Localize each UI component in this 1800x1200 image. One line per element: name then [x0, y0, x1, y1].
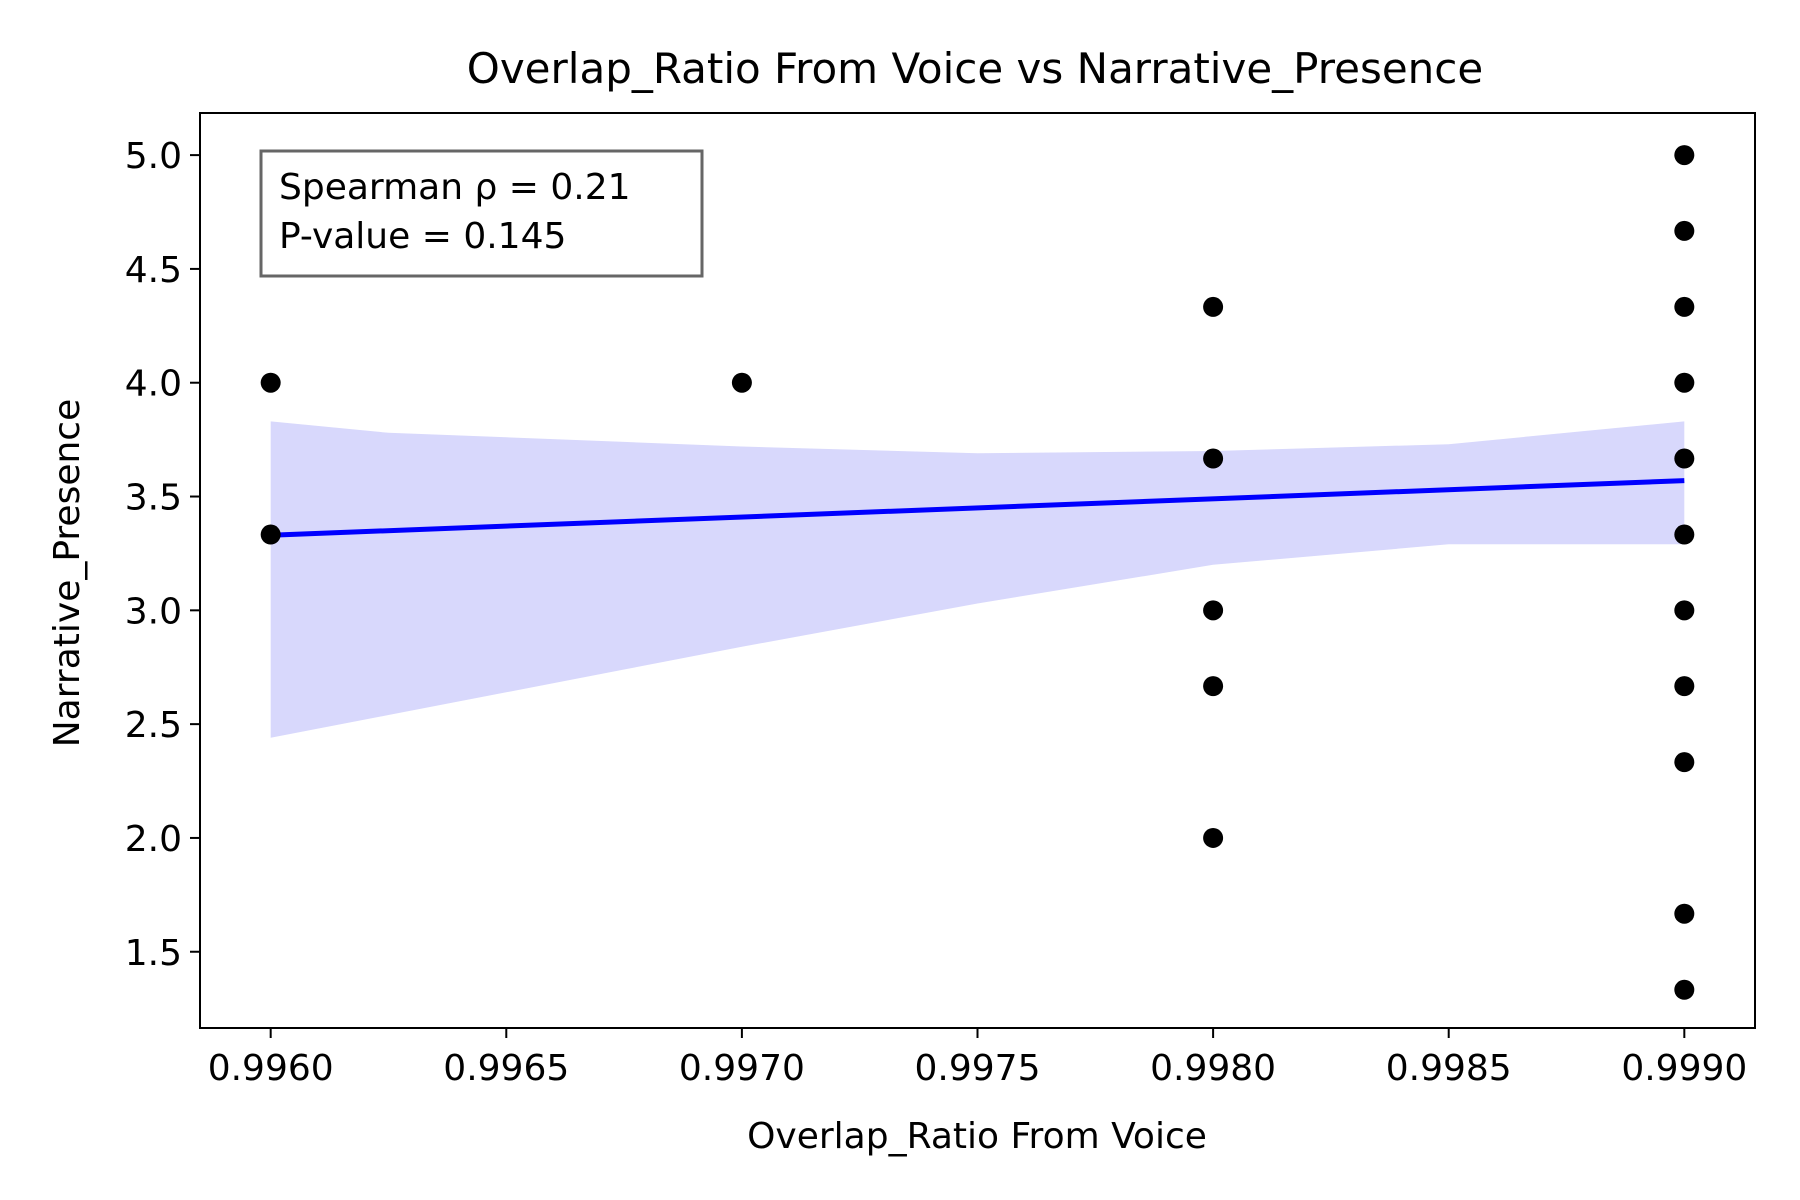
- data-point: [731, 372, 752, 393]
- y-tick-label: 2.5: [125, 705, 182, 746]
- stats-box: Spearman ρ = 0.21 P-value = 0.145: [259, 149, 704, 278]
- regression-line: [270, 478, 1685, 538]
- data-point: [1203, 448, 1224, 469]
- y-tick-label: 3.5: [125, 478, 182, 519]
- data-points-layer: [260, 145, 1695, 1000]
- data-point: [1674, 448, 1695, 469]
- data-point: [1674, 296, 1695, 317]
- data-point: [1674, 145, 1695, 166]
- confidence-band-layer: [270, 421, 1685, 738]
- data-point: [1674, 903, 1695, 924]
- data-point: [1674, 752, 1695, 773]
- x-tick-label: 0.9965: [443, 1048, 569, 1089]
- data-point: [1674, 676, 1695, 697]
- data-point: [1674, 979, 1695, 1000]
- data-point: [1674, 600, 1695, 621]
- data-point: [1203, 296, 1224, 317]
- data-point: [1674, 220, 1695, 241]
- x-tick-label: 0.9980: [1150, 1048, 1276, 1089]
- y-tick-label: 4.5: [125, 250, 182, 291]
- confidence-band: [270, 421, 1685, 738]
- data-point: [1203, 600, 1224, 621]
- x-tick-label: 0.9970: [679, 1048, 805, 1089]
- y-tick-label: 1.5: [125, 933, 182, 974]
- data-point: [1674, 524, 1695, 545]
- x-tick-label: 0.9985: [1386, 1048, 1512, 1089]
- x-tick-label: 0.9990: [1621, 1048, 1747, 1089]
- y-axis-ticks: 1.5 2.0 2.5 3.0 3.5 4.0 4.5 5.0: [125, 136, 200, 974]
- stats-pvalue: P-value = 0.145: [279, 216, 566, 257]
- regression-line-layer: [270, 478, 1685, 538]
- x-tick-label: 0.9975: [915, 1048, 1041, 1089]
- chart-title: Overlap_Ratio From Voice vs Narrative_Pr…: [467, 44, 1483, 93]
- stats-box-frame: [259, 149, 704, 278]
- x-axis-label: Overlap_Ratio From Voice: [747, 1116, 1207, 1157]
- y-tick-label: 3.0: [125, 591, 182, 632]
- y-axis-label: Narrative_Presence: [47, 399, 88, 748]
- x-tick-label: 0.9960: [208, 1048, 334, 1089]
- y-tick-label: 2.0: [125, 819, 182, 860]
- y-tick-label: 5.0: [125, 136, 182, 177]
- y-tick-label: 4.0: [125, 364, 182, 405]
- data-point: [1203, 676, 1224, 697]
- data-point: [260, 372, 281, 393]
- data-point: [1674, 372, 1695, 393]
- data-point: [260, 524, 281, 545]
- x-axis-ticks: 0.9960 0.9965 0.9970 0.9975 0.9980 0.9985 0.99…: [208, 1028, 1747, 1089]
- stats-spearman: Spearman ρ = 0.21: [279, 167, 631, 208]
- data-point: [1203, 827, 1224, 848]
